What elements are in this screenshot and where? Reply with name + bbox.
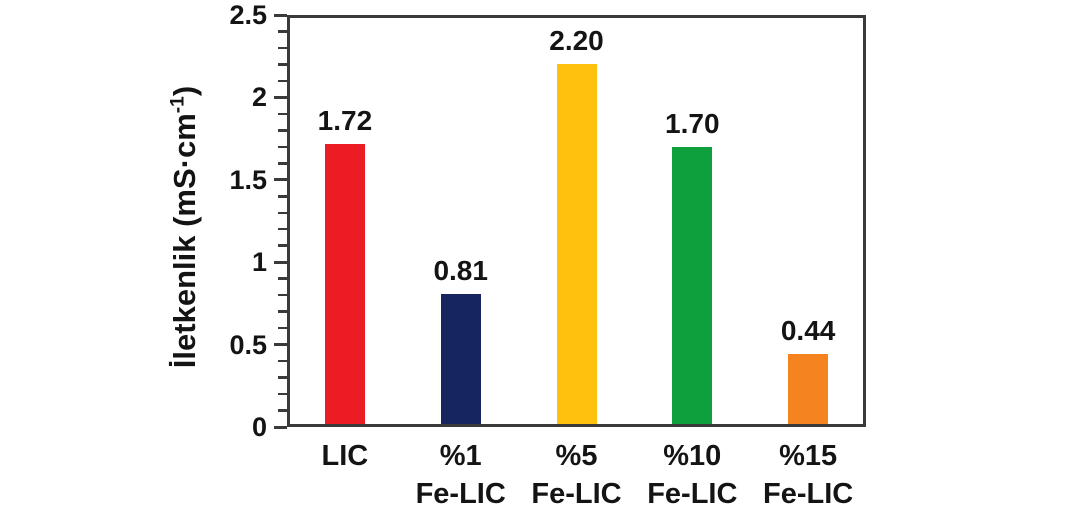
bar-value-label: 0.81 [433, 254, 488, 286]
y-axis-minor-tick [278, 293, 287, 297]
y-axis-minor-tick [278, 63, 287, 66]
y-axis-minor-tick [278, 145, 287, 149]
y-tick-label: 2 [251, 82, 267, 113]
y-axis-minor-tick [278, 310, 287, 313]
bar-LIC [324, 143, 365, 427]
bar-5-Fe-LIC [556, 64, 597, 427]
y-tick-label: 0.5 [229, 329, 267, 360]
y-axis-minor-tick [278, 277, 287, 280]
x-axis-category-label-line1: %15 [779, 440, 838, 472]
y-tick-label: 0 [251, 412, 267, 442]
y-axis-minor-tick [278, 227, 287, 231]
y-axis-title: İletkenlik (mS·cm-1) [165, 0, 205, 467]
y-tick-label: 2.5 [229, 0, 267, 30]
y-axis-minor-tick [278, 162, 287, 165]
y-axis-major-tick [274, 260, 287, 264]
y-axis-major-tick [274, 13, 287, 17]
y-axis-minor-tick [278, 211, 287, 214]
bar-value-label: 2.20 [549, 25, 604, 57]
bar-1-Fe-LIC [440, 293, 481, 427]
y-axis-minor-tick [278, 392, 287, 396]
y-axis-minor-tick [278, 129, 287, 132]
x-axis-category-label-line1: %5 [555, 440, 598, 472]
y-axis-minor-tick [278, 112, 287, 116]
y-tick-label: 1.5 [229, 164, 267, 195]
bar-10-Fe-LIC [672, 146, 713, 427]
y-axis-major-tick [274, 425, 287, 429]
y-axis-major-tick [274, 95, 287, 99]
y-axis-minor-tick [278, 409, 287, 412]
x-axis-category-label-line2: Fe-LIC [647, 478, 738, 510]
y-axis-title-superscript: -1 [167, 96, 189, 114]
y-axis-major-tick [274, 178, 287, 182]
x-axis-category-label-line2: Fe-LIC [762, 478, 854, 510]
bar-value-label: 0.44 [780, 315, 836, 347]
y-axis-minor-tick [278, 326, 287, 330]
y-axis-minor-tick [278, 359, 287, 363]
y-axis-major-tick [274, 343, 287, 347]
y-tick-label: 1 [251, 247, 267, 278]
y-axis-minor-tick [278, 46, 287, 50]
bar-value-label: 1.70 [665, 107, 720, 139]
y-axis-minor-tick [278, 79, 287, 83]
x-axis-category-label-line1: %10 [663, 440, 722, 472]
x-axis-category-label-line1: %1 [439, 440, 482, 472]
bar-value-label: 1.72 [317, 104, 373, 136]
y-axis-minor-tick [278, 376, 287, 379]
y-axis-minor-tick [278, 195, 287, 198]
bar-15-Fe-LIC [788, 354, 829, 427]
x-axis-category-label-line2: Fe-LIC [531, 478, 622, 510]
x-axis-category-label-line2: Fe-LIC [415, 478, 506, 510]
y-axis-minor-tick [278, 244, 287, 247]
x-axis-category-label-line1: LIC [321, 440, 369, 472]
y-axis-minor-tick [278, 30, 287, 33]
